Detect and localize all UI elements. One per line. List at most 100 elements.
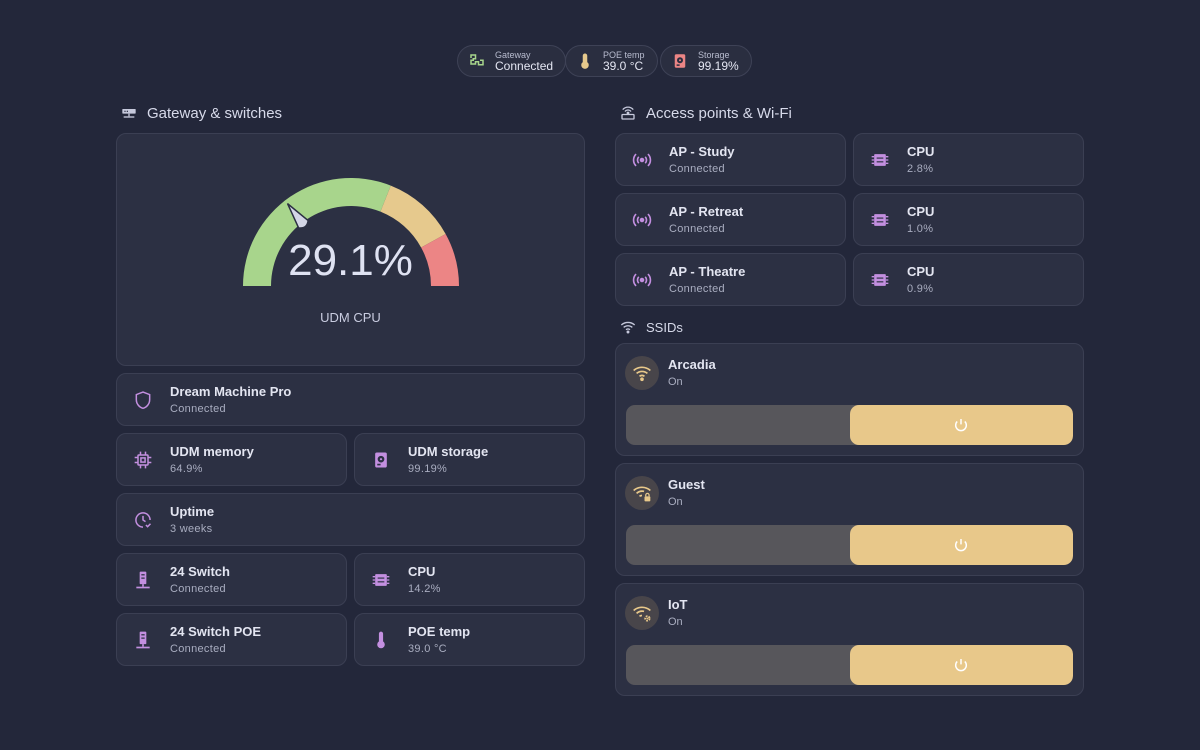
tile-name: AP - Retreat bbox=[669, 203, 744, 219]
wifi-icon bbox=[625, 356, 659, 390]
chip-value: Connected bbox=[495, 58, 554, 73]
tile-name: CPU bbox=[907, 143, 935, 159]
udm-storage-tile[interactable]: UDM storage 99.19% bbox=[354, 433, 585, 486]
cpu-icon bbox=[869, 269, 891, 291]
ssid-toggle-iot[interactable] bbox=[626, 645, 1073, 685]
tile-name: POE temp bbox=[408, 623, 471, 639]
section-title-text: SSIDs bbox=[646, 319, 683, 335]
ssid-toggle-guest[interactable] bbox=[626, 525, 1073, 565]
power-icon bbox=[955, 419, 968, 432]
tile-state: Connected bbox=[669, 162, 725, 175]
udm-cpu-gauge-card[interactable]: 29.1% UDM CPU bbox=[116, 133, 585, 366]
access-point-icon bbox=[631, 269, 653, 291]
ap-retreat-cpu-tile[interactable]: CPU 1.0% bbox=[853, 193, 1084, 246]
gauge-segment-high bbox=[421, 233, 459, 286]
gauge-needle bbox=[286, 203, 309, 229]
gateway-section-title: Gateway & switches bbox=[120, 104, 282, 122]
tile-name: UDM memory bbox=[170, 443, 254, 459]
tile-state: Connected bbox=[170, 582, 226, 595]
tile-name: AP - Theatre bbox=[669, 263, 746, 279]
cpu-icon bbox=[869, 209, 891, 231]
tile-name: 24 Switch POE bbox=[170, 623, 262, 639]
ssids-section-title: SSIDs bbox=[619, 318, 683, 336]
tile-state: Connected bbox=[669, 222, 725, 235]
chip-value: 39.0 °C bbox=[603, 58, 644, 73]
tile-state: Connected bbox=[170, 642, 226, 655]
tile-state: 99.19% bbox=[408, 462, 448, 475]
network-icon bbox=[467, 51, 487, 71]
tile-name: UDM storage bbox=[408, 443, 489, 459]
ssid-state: On bbox=[668, 496, 683, 508]
gauge-segment-mid bbox=[380, 185, 446, 248]
tile-state: 14.2% bbox=[408, 582, 441, 595]
section-title-text: Gateway & switches bbox=[147, 104, 283, 122]
tile-name: CPU bbox=[907, 263, 935, 279]
dream-machine-tile[interactable]: Dream Machine Pro Connected bbox=[116, 373, 585, 426]
tile-state: 3 weeks bbox=[170, 522, 213, 535]
storage-chip[interactable]: Storage 99.19% bbox=[660, 45, 752, 77]
tile-state: 39.0 °C bbox=[408, 642, 447, 655]
gauge-label: UDM CPU bbox=[320, 310, 381, 325]
ap-study-cpu-tile[interactable]: CPU 2.8% bbox=[853, 133, 1084, 186]
toggle-on-segment[interactable] bbox=[849, 405, 1073, 445]
ssid-name: IoT bbox=[668, 597, 688, 612]
gauge-value: 29.1% bbox=[288, 236, 413, 285]
wifi-cog-icon bbox=[625, 596, 659, 630]
clock-check-icon bbox=[132, 509, 154, 531]
tile-name: AP - Study bbox=[669, 143, 735, 159]
ssid-card-iot: IoT On bbox=[615, 583, 1084, 696]
ssid-card-arcadia: Arcadia On bbox=[615, 343, 1084, 456]
poe-temp-chip[interactable]: POE temp 39.0 °C bbox=[565, 45, 658, 77]
ssid-toggle-arcadia[interactable] bbox=[626, 405, 1073, 445]
harddisk-icon bbox=[370, 449, 392, 471]
chip-label: Gateway bbox=[495, 49, 531, 60]
tile-state: 64.9% bbox=[170, 462, 203, 475]
tile-state: 0.9% bbox=[907, 282, 934, 295]
tile-name: Dream Machine Pro bbox=[170, 383, 292, 399]
cpu-icon bbox=[370, 569, 392, 591]
wifi-lock-icon bbox=[625, 476, 659, 510]
udm-cpu-gauge bbox=[243, 178, 459, 286]
poe-temp-tile[interactable]: POE temp 39.0 °C bbox=[354, 613, 585, 666]
chip-value: 99.19% bbox=[698, 58, 739, 73]
wifi-icon bbox=[619, 318, 637, 336]
ap-section-title: Access points & Wi-Fi bbox=[619, 104, 792, 122]
tile-name: 24 Switch bbox=[170, 563, 230, 579]
tile-state: 1.0% bbox=[907, 222, 934, 235]
ssid-state: On bbox=[668, 616, 683, 628]
ssid-state: On bbox=[668, 376, 683, 388]
gauge-segment-low bbox=[243, 178, 391, 286]
ap-theatre-cpu-tile[interactable]: CPU 0.9% bbox=[853, 253, 1084, 306]
uptime-tile[interactable]: Uptime 3 weeks bbox=[116, 493, 585, 546]
ap-study-tile[interactable]: AP - Study Connected bbox=[615, 133, 846, 186]
tile-state: Connected bbox=[170, 402, 226, 415]
tile-name: CPU bbox=[408, 563, 436, 579]
toggle-on-segment[interactable] bbox=[849, 645, 1073, 685]
access-point-icon bbox=[631, 149, 653, 171]
udm-memory-tile[interactable]: UDM memory 64.9% bbox=[116, 433, 347, 486]
ap-retreat-tile[interactable]: AP - Retreat Connected bbox=[615, 193, 846, 246]
toggle-on-segment[interactable] bbox=[849, 525, 1073, 565]
power-icon bbox=[955, 539, 968, 552]
router-icon bbox=[120, 104, 138, 122]
ssid-name: Arcadia bbox=[668, 357, 716, 372]
chip-label: POE temp bbox=[603, 49, 645, 60]
cpu-icon bbox=[869, 149, 891, 171]
tile-state: Connected bbox=[669, 282, 725, 295]
harddisk-icon bbox=[670, 51, 690, 71]
tile-state: 2.8% bbox=[907, 162, 934, 175]
power-icon bbox=[955, 659, 968, 672]
chip-label: Storage bbox=[698, 49, 730, 60]
switch-24-tile[interactable]: 24 Switch Connected bbox=[116, 553, 347, 606]
thermometer-icon bbox=[370, 629, 392, 651]
access-point-icon bbox=[631, 209, 653, 231]
access-point-icon bbox=[619, 104, 637, 122]
ap-theatre-tile[interactable]: AP - Theatre Connected bbox=[615, 253, 846, 306]
gateway-status-chip[interactable]: Gateway Connected bbox=[457, 45, 567, 77]
ssid-name: Guest bbox=[668, 477, 705, 492]
switch-24-cpu-tile[interactable]: CPU 14.2% bbox=[354, 553, 585, 606]
thermometer-icon bbox=[575, 51, 595, 71]
switch-24-poe-tile[interactable]: 24 Switch POE Connected bbox=[116, 613, 347, 666]
server-icon bbox=[132, 569, 154, 591]
tile-name: CPU bbox=[907, 203, 935, 219]
